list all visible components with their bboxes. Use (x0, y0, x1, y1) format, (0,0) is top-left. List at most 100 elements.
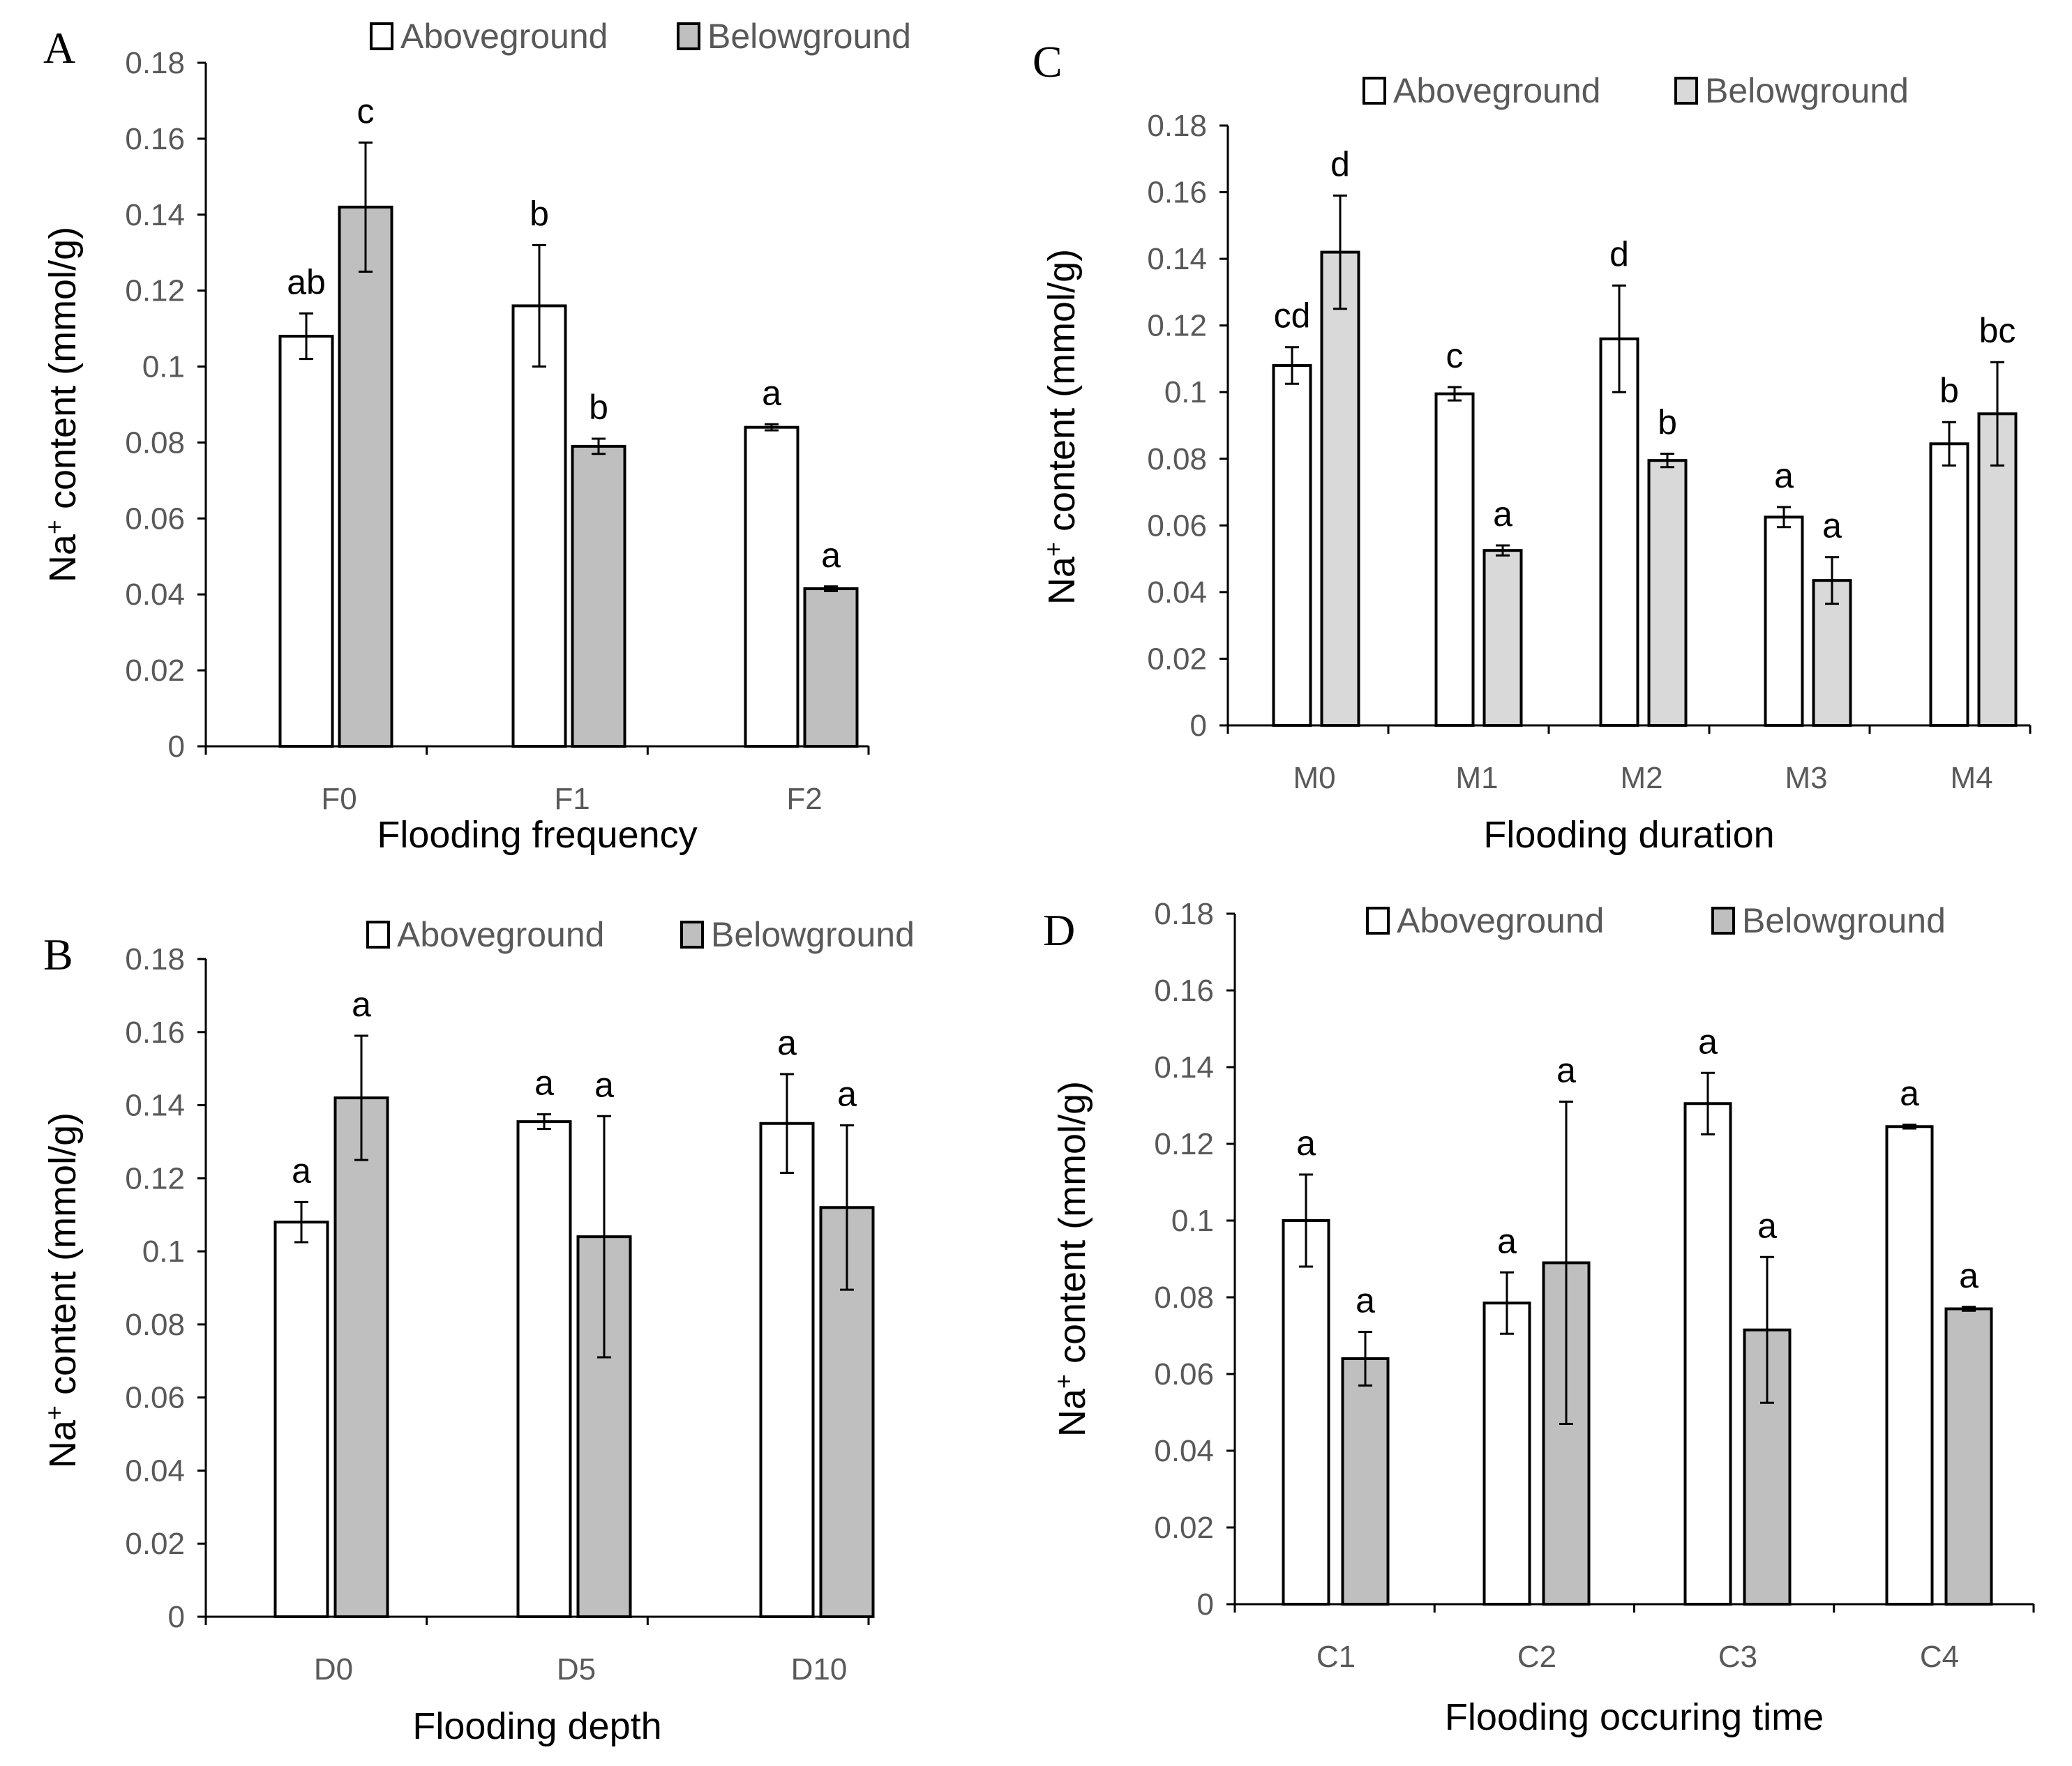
x-tick-label: M2 (1620, 761, 1662, 795)
legend-label-belowground: Belowground (1742, 901, 1946, 940)
significance-letter: ab (287, 262, 326, 301)
y-tick-label: 0.12 (125, 1161, 185, 1195)
x-tick-label: F0 (321, 782, 356, 816)
y-tick-label: 0.06 (1154, 1357, 1214, 1391)
panel-letter: D (1043, 905, 1075, 955)
y-tick-label: 0.14 (1154, 1050, 1214, 1085)
x-tick-label: F2 (786, 782, 822, 816)
y-tick-label: 0 (168, 1600, 185, 1634)
significance-letter: cd (1274, 296, 1311, 335)
x-axis-title: Flooding depth (412, 1705, 661, 1747)
chart-panel-c: C00.020.040.060.080.10.120.140.160.18cdc… (1033, 37, 2032, 856)
x-tick-label: F1 (554, 782, 590, 816)
significance-letter: a (821, 536, 841, 575)
panel-letter: A (43, 23, 75, 73)
y-tick-label: 0.16 (1147, 176, 1207, 210)
x-tick-label: D10 (791, 1652, 848, 1686)
y-tick-label: 0.04 (1154, 1434, 1214, 1468)
y-tick-label: 0 (1197, 1587, 1214, 1622)
legend-swatch-aboveground (366, 921, 390, 949)
significance-letter: a (1556, 1051, 1576, 1090)
legend-label-aboveground: Aboveground (1393, 71, 1600, 110)
bar-aboveground-m0 (1272, 364, 1312, 727)
bar-belowground-m2 (1647, 459, 1688, 727)
bar-aboveground-d0 (273, 1221, 329, 1618)
significance-letter: a (777, 1023, 797, 1062)
significance-letter: a (1774, 456, 1794, 495)
bar-belowground-d10 (819, 1206, 875, 1618)
panel-letter: C (1033, 37, 1063, 86)
y-axis-title: Na+ content (mmol/g) (1039, 249, 1083, 605)
legend: Aboveground Belowground (1366, 901, 1946, 940)
y-tick-label: 0 (168, 730, 185, 764)
legend-label-belowground: Belowground (707, 17, 911, 56)
y-tick-label: 0.16 (125, 122, 185, 156)
significance-letter: a (352, 985, 371, 1024)
significance-letter: a (1698, 1022, 1718, 1061)
significance-letter: a (1900, 1074, 1919, 1113)
significance-letter: a (1356, 1281, 1375, 1320)
y-tick-label: 0.04 (125, 1454, 185, 1488)
significance-letter: d (1330, 144, 1350, 183)
y-axis-title: Na+ content (mmol/g) (1049, 1081, 1093, 1437)
x-tick-label: M4 (1950, 761, 1992, 795)
significance-letter: bc (1979, 311, 2016, 350)
significance-letter: a (1757, 1206, 1777, 1245)
bar-belowground-m1 (1482, 549, 1523, 727)
bar-aboveground-m3 (1764, 515, 1804, 727)
y-tick-label: 0.14 (1147, 242, 1207, 276)
x-tick-label: D0 (314, 1652, 353, 1686)
y-tick-label: 0.18 (1154, 897, 1214, 931)
significance-letter: a (1497, 1221, 1517, 1260)
y-tick-label: 0.18 (1147, 109, 1207, 143)
y-tick-label: 0.12 (1154, 1127, 1214, 1161)
x-axis-title: Flooding occuring time (1445, 1696, 1824, 1738)
chart-panel-a: A00.020.040.060.080.10.120.140.160.18abb… (40, 17, 911, 856)
significance-letter: c (357, 91, 375, 130)
legend-label-belowground: Belowground (1705, 71, 1909, 110)
legend-swatch-belowground (677, 22, 700, 50)
significance-letter: b (1939, 371, 1959, 410)
bar-aboveground-d10 (759, 1122, 815, 1618)
x-tick-label: M0 (1293, 761, 1335, 795)
bar-aboveground-d5 (516, 1120, 572, 1619)
legend-label-aboveground: Aboveground (397, 915, 604, 954)
chart-panel-d: D 0 0.02 0.04 0.06 0.08 0.1 0.12 0.14 0.16 0.18 a a a… (1043, 897, 2035, 1738)
significance-letter: a (1493, 495, 1512, 534)
y-tick-label: 0.02 (125, 1527, 185, 1561)
y-tick-label: 0.08 (125, 425, 185, 460)
y-tick-label: 0.1 (1164, 375, 1207, 409)
significance-letter: c (1446, 336, 1464, 375)
y-tick-label: 0.06 (125, 501, 185, 536)
y-tick-label: 0.16 (125, 1016, 185, 1050)
y-tick-label: 0.06 (1147, 508, 1207, 543)
bar-aboveground-m4 (1929, 442, 1969, 727)
x-tick-label: C1 (1316, 1640, 1356, 1674)
bar-aboveground-c2 (1482, 1301, 1531, 1606)
x-tick-label: C2 (1517, 1640, 1556, 1674)
legend-swatch-aboveground (370, 22, 393, 50)
significance-letter: a (594, 1065, 614, 1104)
y-tick-label: 0 (1190, 709, 1207, 743)
bar-belowground-d0 (333, 1096, 389, 1618)
significance-letter: b (589, 388, 608, 427)
bar-belowground-c4 (1944, 1307, 1993, 1606)
y-tick-label: 0.12 (1147, 309, 1207, 343)
y-tick-label: 0.1 (1171, 1204, 1214, 1238)
legend-swatch-belowground (680, 921, 704, 949)
y-tick-label: 0.02 (1154, 1511, 1214, 1545)
y-tick-label: 0.02 (1147, 642, 1207, 676)
legend: Aboveground Belowground (1362, 71, 1909, 110)
bar-aboveground-c4 (1885, 1125, 1934, 1606)
x-tick-label: C4 (1920, 1640, 1959, 1674)
significance-letter: a (762, 373, 781, 412)
bar-belowground-m0 (1320, 250, 1360, 727)
y-tick-label: 0.14 (125, 1089, 185, 1123)
x-tick-label: D5 (557, 1652, 596, 1686)
chart-panel-b: B 0 0.02 0.04 0.06 0.08 0.1 0.12 0.14 0.16 0.18 a a a… (40, 915, 915, 1747)
y-tick-label: 0.04 (1147, 575, 1207, 610)
bar-aboveground-m2 (1599, 337, 1639, 727)
bar-belowground-c1 (1341, 1357, 1390, 1606)
y-tick-label: 0.02 (125, 654, 185, 688)
legend-swatch-belowground (1674, 77, 1698, 105)
